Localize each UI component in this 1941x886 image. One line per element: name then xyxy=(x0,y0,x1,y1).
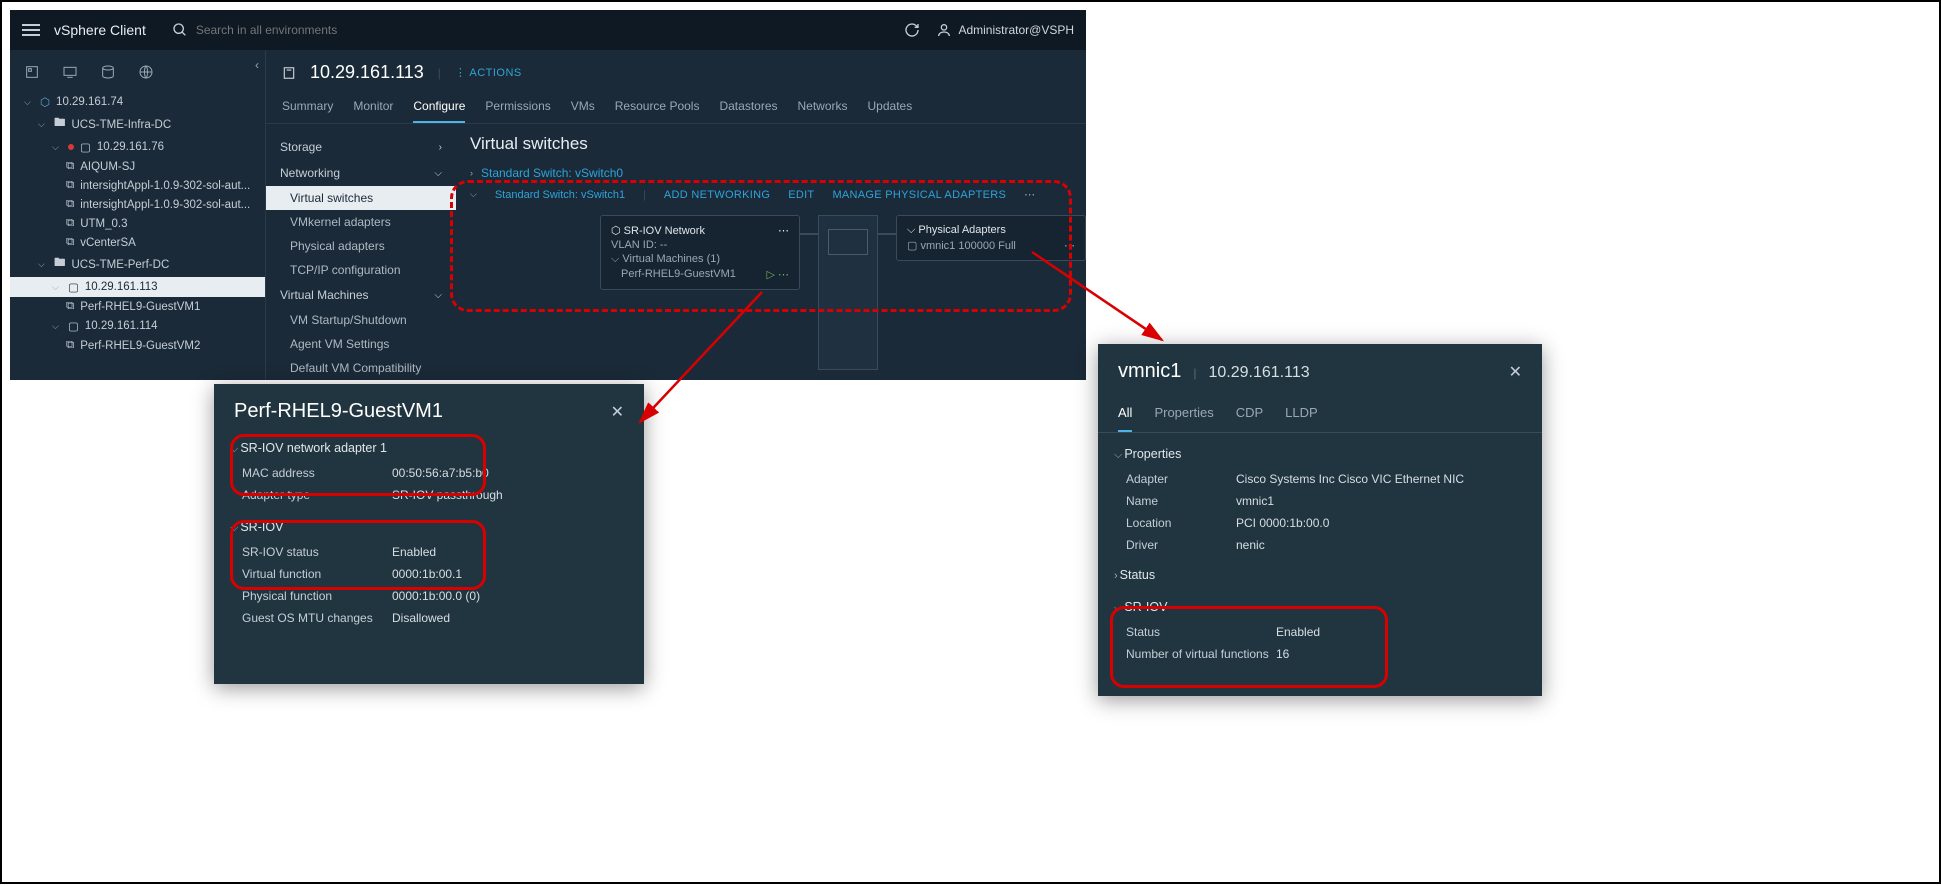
tree-host1[interactable]: ⌵▢10.29.161.76 xyxy=(10,137,265,157)
user-menu[interactable]: Administrator@VSPH xyxy=(936,22,1074,38)
tab-networks[interactable]: Networks xyxy=(798,93,848,123)
edit-link[interactable]: EDIT xyxy=(788,189,814,201)
config-sidebar: Storage› Networking⌵ Virtual switches VM… xyxy=(266,124,456,380)
more-icon[interactable]: ⋯ xyxy=(1024,188,1035,201)
search-box[interactable] xyxy=(172,22,891,38)
vms-icon[interactable] xyxy=(62,64,78,80)
tab-monitor[interactable]: Monitor xyxy=(353,93,393,123)
panel-title: Virtual switches xyxy=(470,134,1072,154)
grp-storage[interactable]: Storage› xyxy=(266,134,456,160)
sec-props[interactable]: Properties xyxy=(1098,441,1542,468)
topbar: vSphere Client Administrator@VSPH xyxy=(10,10,1086,50)
item-physical-adapters[interactable]: Physical adapters xyxy=(266,234,456,258)
vm-detail-popup: Perf-RHEL9-GuestVM1 ✕ SR-IOV network ada… xyxy=(214,384,644,684)
item-tcpip[interactable]: TCP/IP configuration xyxy=(266,258,456,282)
main-tabs: Summary Monitor Configure Permissions VM… xyxy=(266,87,1086,124)
tree-host3[interactable]: ⌵▢10.29.161.114 xyxy=(10,316,265,336)
tree-vm3[interactable]: ⧉intersightAppl-1.0.9-302-sol-aut... xyxy=(10,195,265,214)
storage-icon[interactable] xyxy=(100,64,116,80)
tab-updates[interactable]: Updates xyxy=(868,93,913,123)
host-ip: 10.29.161.113 xyxy=(310,62,424,83)
tab-vms[interactable]: VMs xyxy=(571,93,595,123)
host-icon xyxy=(282,66,296,80)
topbar-right: Administrator@VSPH xyxy=(904,22,1074,38)
collapse-icon[interactable]: ‹ xyxy=(255,58,259,72)
item-vmkernel[interactable]: VMkernel adapters xyxy=(266,210,456,234)
vswitch0-row[interactable]: ›Standard Switch: vSwitch0 xyxy=(470,162,1072,184)
portgroup-card[interactable]: ⬡ SR-IOV Network⋯ VLAN ID: -- ⌵ Virtual … xyxy=(600,215,800,290)
tab-configure[interactable]: Configure xyxy=(413,93,465,123)
nav-view-icons xyxy=(10,50,265,88)
nic-tabs: All Properties CDP LLDP xyxy=(1098,395,1542,433)
header-row: 10.29.161.113 | ⋮ ACTIONS xyxy=(266,50,1086,87)
uplink-card[interactable]: ⌵ Physical Adapters ▢ vmnic1 100000 Full… xyxy=(896,215,1086,261)
search-icon xyxy=(172,22,188,38)
vswitch1-label[interactable]: Standard Switch: vSwitch1 xyxy=(495,189,625,201)
user-label: Administrator@VSPH xyxy=(958,23,1074,37)
actions-link[interactable]: ⋮ ACTIONS xyxy=(455,66,522,79)
tab-cdp[interactable]: CDP xyxy=(1236,395,1263,432)
vsphere-window: vSphere Client Administrator@VSPH ‹ ⌵⬡10… xyxy=(10,10,1086,380)
tree-vm6[interactable]: ⧉Perf-RHEL9-GuestVM1 xyxy=(10,297,265,316)
nic-name: vmnic1 xyxy=(1118,360,1181,383)
search-input[interactable] xyxy=(196,23,416,37)
content-pane: 10.29.161.113 | ⋮ ACTIONS Summary Monito… xyxy=(266,50,1086,380)
tree-vm1[interactable]: ⧉AIQUM-SJ xyxy=(10,157,265,176)
item-virtual-switches[interactable]: Virtual switches xyxy=(266,186,456,210)
brand-label: vSphere Client xyxy=(54,22,146,38)
sec-status[interactable]: Status xyxy=(1098,562,1542,588)
tab-permissions[interactable]: Permissions xyxy=(485,93,550,123)
network-icon[interactable] xyxy=(138,64,154,80)
tab-summary[interactable]: Summary xyxy=(282,93,333,123)
tree-vm5[interactable]: ⧉vCenterSA xyxy=(10,233,265,252)
close-icon[interactable]: ✕ xyxy=(1509,362,1522,382)
menu-icon[interactable] xyxy=(22,24,40,36)
vswitch1-bar: ⌵ Standard Switch: vSwitch1 | ADD NETWOR… xyxy=(470,184,1072,209)
vms-expand[interactable]: ⌵ Virtual Machines (1) xyxy=(611,253,789,266)
item-agent[interactable]: Agent VM Settings xyxy=(266,332,456,356)
tree-vm4[interactable]: ⧉UTM_0.3 xyxy=(10,214,265,233)
popup1-title: Perf-RHEL9-GuestVM1 xyxy=(234,400,443,423)
tree-host2[interactable]: ⌵▢10.29.161.113 xyxy=(10,277,265,297)
item-startup[interactable]: VM Startup/Shutdown xyxy=(266,308,456,332)
close-icon[interactable]: ✕ xyxy=(611,402,624,422)
user-icon xyxy=(936,22,952,38)
sec-adapter[interactable]: SR-IOV network adapter 1 xyxy=(214,435,644,462)
nic-detail-popup: vmnic1 | 10.29.161.113 ✕ All Properties … xyxy=(1098,344,1542,696)
tree-dc1[interactable]: ⌵🖿UCS-TME-Infra-DC xyxy=(10,112,265,137)
item-compat[interactable]: Default VM Compatibility xyxy=(266,356,456,380)
sec-nic-sriov[interactable]: SR-IOV xyxy=(1098,594,1542,621)
nic-host-ip: 10.29.161.113 xyxy=(1208,364,1309,382)
more-icon[interactable]: ⋯ xyxy=(1064,239,1075,252)
grp-vms[interactable]: Virtual Machines⌵ xyxy=(266,282,456,308)
sec-sriov[interactable]: SR-IOV xyxy=(214,514,644,541)
hosts-icon[interactable] xyxy=(24,64,40,80)
tab-resource-pools[interactable]: Resource Pools xyxy=(615,93,700,123)
tab-all[interactable]: All xyxy=(1118,395,1132,432)
nav-sidebar: ‹ ⌵⬡10.29.161.74 ⌵🖿UCS-TME-Infra-DC ⌵▢10… xyxy=(10,50,266,380)
virtual-switches-panel: Virtual switches ›Standard Switch: vSwit… xyxy=(456,124,1086,380)
grp-networking[interactable]: Networking⌵ xyxy=(266,160,456,186)
tab-properties[interactable]: Properties xyxy=(1154,395,1213,432)
tree-vcenter[interactable]: ⌵⬡10.29.161.74 xyxy=(10,92,265,112)
refresh-icon[interactable] xyxy=(904,22,920,38)
manage-adapters-link[interactable]: MANAGE PHYSICAL ADAPTERS xyxy=(832,189,1006,201)
tab-lldp[interactable]: LLDP xyxy=(1285,395,1318,432)
tree-vm7[interactable]: ⧉Perf-RHEL9-GuestVM2 xyxy=(10,336,265,355)
more-icon[interactable]: ⋯ xyxy=(778,224,789,237)
inventory-tree: ⌵⬡10.29.161.74 ⌵🖿UCS-TME-Infra-DC ⌵▢10.2… xyxy=(10,88,265,365)
tab-datastores[interactable]: Datastores xyxy=(719,93,777,123)
add-networking-link[interactable]: ADD NETWORKING xyxy=(664,189,770,201)
tree-vm2[interactable]: ⧉intersightAppl-1.0.9-302-sol-aut... xyxy=(10,176,265,195)
switch-diagram: ⬡ SR-IOV Network⋯ VLAN ID: -- ⌵ Virtual … xyxy=(470,215,1072,380)
tree-dc2[interactable]: ⌵🖿UCS-TME-Perf-DC xyxy=(10,252,265,277)
